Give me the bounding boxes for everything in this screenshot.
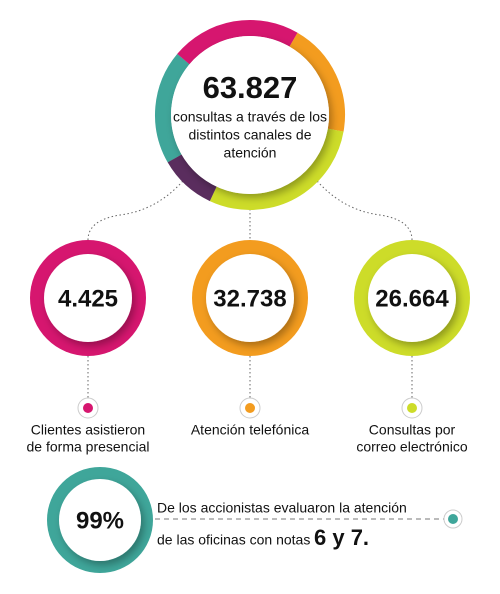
main-caption: atención <box>224 145 277 161</box>
rating-highlight: 6 y 7. <box>314 525 369 550</box>
channel-label: de forma presencial <box>27 439 150 455</box>
main-caption: consultas a través de los <box>173 109 327 125</box>
channel: 4.425 Clientes asistieron de forma prese… <box>27 240 150 455</box>
rating-text: de las oficinas con notas <box>157 532 310 548</box>
channel-label: correo electrónico <box>356 439 467 455</box>
main-value: 63.827 <box>203 70 298 105</box>
channel-value: 26.664 <box>375 285 449 312</box>
rating-value: 99% <box>76 507 124 534</box>
channel-value: 4.425 <box>58 285 118 312</box>
channel-value: 32.738 <box>213 285 286 312</box>
main-ring <box>155 20 346 211</box>
channel: 26.664 Consultas por correo electrónico <box>354 240 470 455</box>
channel-circle <box>44 254 132 342</box>
rating-text: De los accionistas evaluaron la atención <box>157 500 407 516</box>
main-circle <box>171 36 329 194</box>
marker-dot <box>83 403 93 413</box>
ring-segment <box>155 20 345 210</box>
channel-circle <box>368 254 456 342</box>
channel: 32.738 Atención telefónica <box>191 240 310 438</box>
channel-label: Clientes asistieron <box>31 422 145 438</box>
channel-label: Consultas por <box>369 422 456 438</box>
marker-dot <box>245 403 255 413</box>
ring-segment <box>155 20 345 210</box>
connector <box>311 174 413 241</box>
marker-dot <box>407 403 417 413</box>
main-caption: distintos canales de <box>189 127 312 143</box>
ring-segment <box>155 20 345 211</box>
channel-circle <box>206 254 294 342</box>
text-backdrop <box>156 500 414 518</box>
channel-label: Atención telefónica <box>191 422 310 438</box>
marker-dot <box>448 514 458 524</box>
connectors <box>87 174 413 400</box>
ring-segment <box>155 20 345 210</box>
connector <box>87 174 189 241</box>
rating-circle <box>59 479 141 561</box>
